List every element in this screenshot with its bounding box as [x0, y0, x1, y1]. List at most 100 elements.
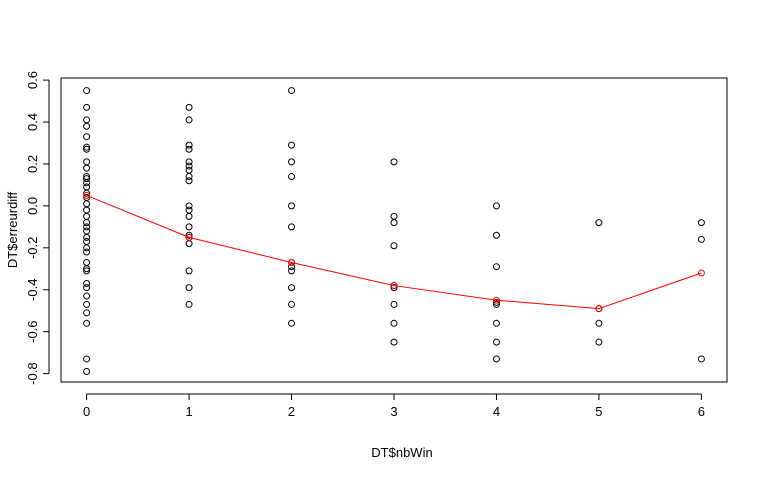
data-point [83, 227, 91, 235]
data-point [492, 202, 500, 210]
data-point [83, 133, 91, 141]
data-point [390, 284, 398, 292]
x-axis-title: DT$nbWin [371, 445, 432, 460]
data-point [83, 122, 91, 130]
data-point [390, 242, 398, 250]
data-point [185, 173, 193, 181]
data-point [83, 368, 91, 376]
data-point [288, 87, 296, 95]
data-point [288, 202, 296, 210]
trend-point [595, 305, 603, 313]
data-point [492, 231, 500, 239]
data-point [288, 300, 296, 308]
data-point [83, 279, 91, 287]
data-point [185, 202, 193, 210]
trend-point [83, 191, 91, 199]
data-point [83, 223, 91, 231]
data-point [492, 338, 500, 346]
trend-point [492, 296, 500, 304]
y-tick-label: 0.0 [25, 197, 40, 215]
data-point [288, 158, 296, 166]
data-point [288, 141, 296, 149]
data-point [185, 103, 193, 111]
y-tick-label: 0.4 [25, 113, 40, 131]
data-point [185, 177, 193, 185]
y-axis: -0.8 -0.6 -0.4 -0.2 0.0 0.2 0.4 0.6 [25, 71, 50, 385]
trend-line [83, 191, 705, 313]
data-point [185, 231, 193, 239]
data-point [83, 233, 91, 241]
trend-point [390, 282, 398, 290]
x-tick-label: 1 [185, 404, 192, 419]
plot-frame [60, 77, 728, 383]
x-tick-label: 5 [595, 404, 602, 419]
data-point [185, 223, 193, 231]
data-point [390, 219, 398, 227]
data-point [288, 267, 296, 275]
data-point [492, 355, 500, 363]
data-point [185, 162, 193, 170]
data-point [288, 223, 296, 231]
data-point [185, 240, 193, 248]
data-point [288, 263, 296, 271]
data-point [390, 158, 398, 166]
y-axis-title: DT$erreurdiff [5, 191, 20, 268]
data-point [185, 267, 193, 275]
data-point [83, 164, 91, 172]
data-point [595, 219, 603, 227]
trend-point [288, 258, 296, 266]
data-point [288, 173, 296, 181]
x-tick-label: 3 [390, 404, 397, 419]
data-point [595, 338, 603, 346]
data-point [83, 175, 91, 183]
data-point [83, 355, 91, 363]
data-point [83, 300, 91, 308]
data-point [185, 206, 193, 214]
data-point [185, 284, 193, 292]
data-point [185, 141, 193, 149]
data-points [83, 87, 705, 376]
data-point [697, 235, 705, 243]
data-point [83, 206, 91, 214]
data-point [83, 189, 91, 197]
data-point [697, 219, 705, 227]
y-tick-label: 0.6 [25, 71, 40, 89]
data-point [83, 103, 91, 111]
data-point [83, 87, 91, 95]
data-point [83, 248, 91, 256]
data-point [390, 212, 398, 220]
data-point [492, 263, 500, 271]
data-point [185, 166, 193, 174]
data-point [83, 265, 91, 273]
data-point [83, 179, 91, 187]
trend-line-path [86, 194, 702, 310]
data-point [83, 183, 91, 191]
data-point [697, 355, 705, 363]
x-tick-label: 6 [698, 404, 705, 419]
y-tick-label: -0.6 [25, 320, 40, 342]
data-point [83, 143, 91, 151]
data-point [83, 219, 91, 227]
data-point [492, 300, 500, 308]
data-point [83, 267, 91, 275]
data-point [83, 145, 91, 153]
data-point [83, 284, 91, 292]
y-tick-label: 0.2 [25, 155, 40, 173]
data-point [390, 338, 398, 346]
data-point [185, 300, 193, 308]
data-point [83, 319, 91, 327]
x-tick-label: 0 [83, 404, 90, 419]
x-tick-label: 4 [493, 404, 500, 419]
trend-point [185, 233, 193, 241]
x-axis: 0 1 2 3 4 5 6 [83, 393, 705, 419]
trend-point [697, 269, 705, 277]
data-point [390, 300, 398, 308]
data-point [185, 116, 193, 124]
data-point [390, 319, 398, 327]
data-point [83, 309, 91, 317]
y-tick-label: -0.4 [25, 279, 40, 301]
data-point [83, 244, 91, 252]
data-point [83, 212, 91, 220]
data-point [83, 158, 91, 166]
